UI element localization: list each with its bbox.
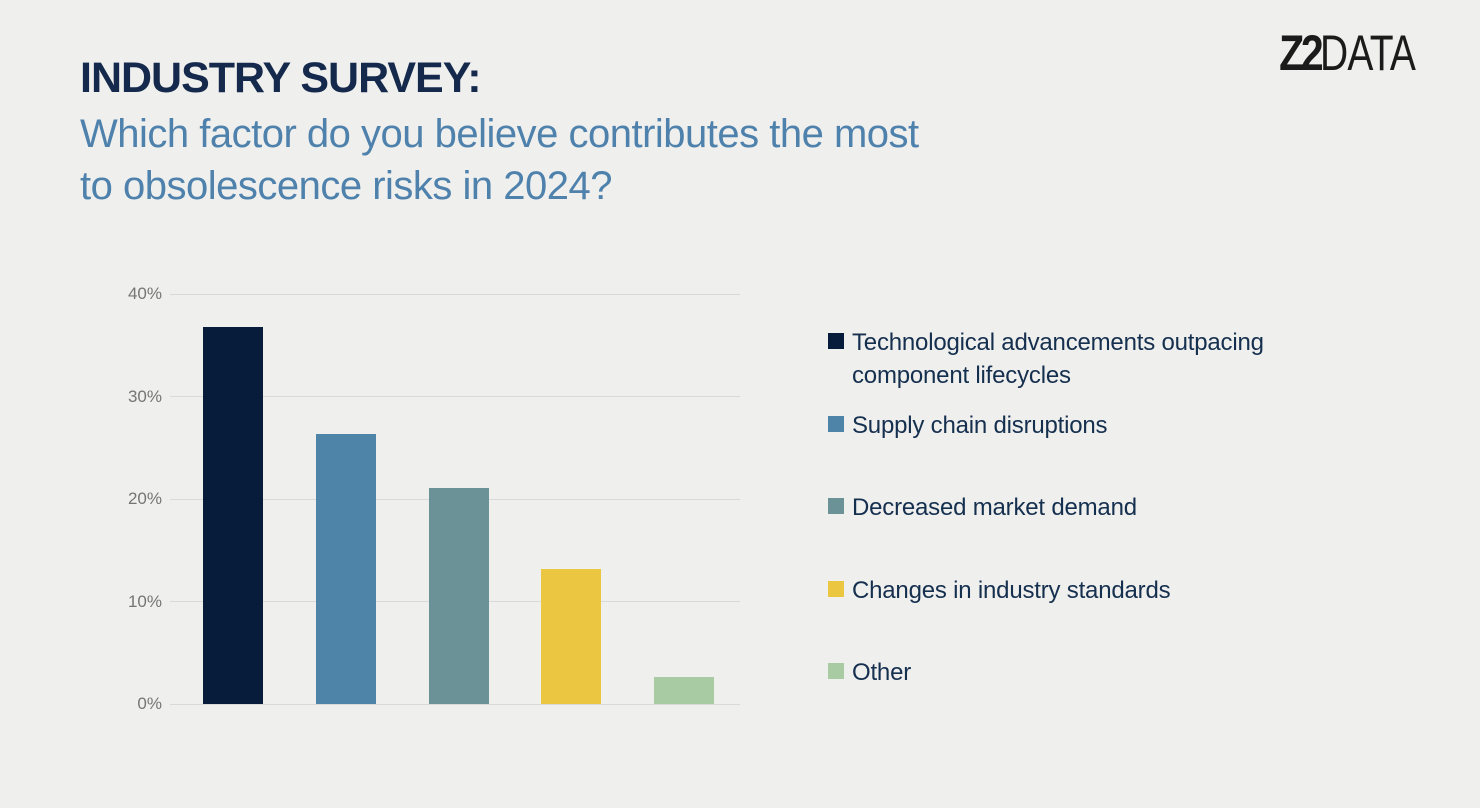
legend-label: Other: [852, 659, 912, 686]
legend-marker-icon: [828, 663, 844, 679]
y-axis-label-30%: 30%: [127, 386, 162, 406]
gridline-40%: [170, 293, 740, 295]
page-subtitle-line1: Which factor do you believe contributes …: [80, 112, 919, 156]
gridline-0%: [170, 703, 740, 705]
legend-item-1: Technological advancements outpacing com…: [828, 326, 1372, 392]
bar-4: [541, 569, 602, 704]
bar-1: [203, 327, 263, 704]
legend-label: Decreased market demand: [852, 494, 1137, 521]
legend-item-3: Decreased market demand: [828, 491, 1137, 524]
legend-item-5: Other: [828, 656, 911, 689]
y-axis-label-40%: 40%: [127, 284, 162, 303]
legend-marker-icon: [828, 498, 844, 514]
legend-marker-icon: [828, 580, 844, 597]
bar-3: [428, 488, 489, 704]
z2data-logo-z2: Z2: [1278, 25, 1324, 81]
page-subtitle: Which factor do you believe contributes …: [80, 108, 919, 212]
y-axis-label-20%: 20%: [127, 489, 162, 508]
z2data-logo-data: DATA: [1320, 25, 1416, 81]
gridline-30%: [170, 396, 740, 397]
z2data-logo: Z2 DATA: [1270, 24, 1442, 82]
legend-item-2: Supply chain disruptions: [828, 409, 1108, 442]
page-subtitle-line2: to obsolescence risks in 2024?: [80, 164, 613, 208]
legend-label: Supply chain disruptions: [852, 411, 1108, 439]
bar-5: [654, 677, 714, 704]
chart-legend: Technological advancements outpacing com…: [828, 326, 1408, 746]
page-title: INDUSTRY SURVEY:: [80, 54, 482, 102]
legend-item-4: Changes in industry standards: [828, 574, 1171, 607]
legend-label: Changes in industry standards: [852, 576, 1171, 604]
y-axis-label-10%: 10%: [127, 591, 162, 611]
legend-marker-icon: [828, 333, 844, 349]
bar-2: [315, 434, 376, 704]
legend-marker-icon: [828, 415, 844, 432]
legend-label: Technological advancements outpacing com…: [852, 329, 1264, 389]
bar-chart-plot-area: [170, 293, 740, 705]
y-axis-label-0%: 0%: [137, 694, 162, 713]
